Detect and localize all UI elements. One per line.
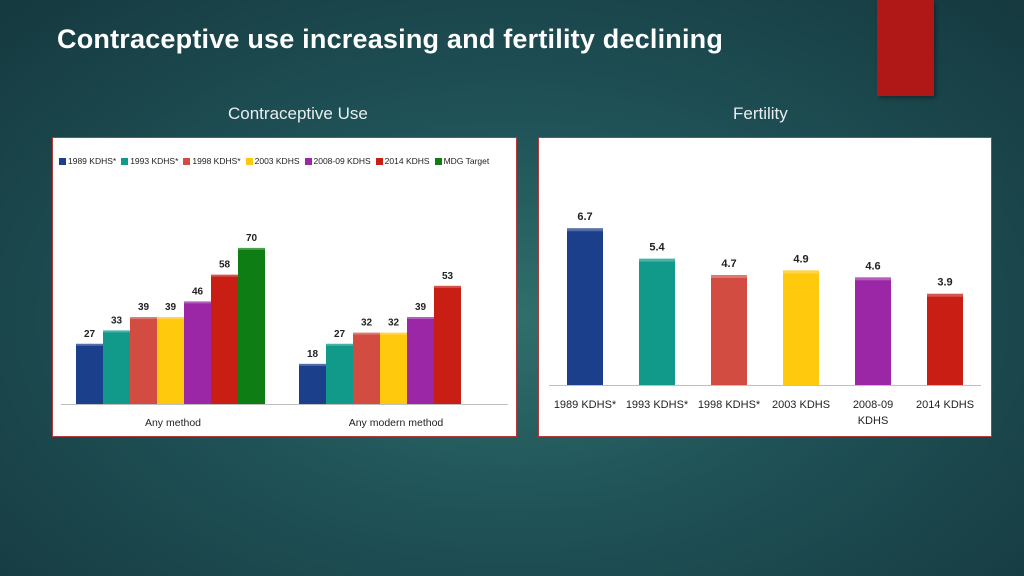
bar-1998-kdhs-any-method xyxy=(130,317,157,404)
bar-2003-kdhs-any-modern-method xyxy=(380,332,407,404)
category-label-any-modern-method: Any modern method xyxy=(349,417,444,429)
bar-2008-09-kdhs-any-method xyxy=(184,301,211,404)
data-label: 3.9 xyxy=(937,277,952,289)
bar-highlight xyxy=(184,301,211,304)
legend-swatch xyxy=(375,157,383,165)
bar-mdg-target-any-method xyxy=(238,247,265,404)
bar-highlight xyxy=(927,293,963,297)
legend-item-1989-kdhs: 1989 KDHS* xyxy=(59,156,116,166)
bar-2008-09-kdhs-any-modern-method xyxy=(407,317,434,404)
bar-2003-kdhs-any-method xyxy=(157,317,184,404)
data-label: 27 xyxy=(84,329,96,340)
contraceptive-use-chart-panel: 1989 KDHS* 1993 KDHS* 1998 KDHS* 2003 KDHS 2… xyxy=(52,137,517,437)
bar-2014-kdhs-any-modern-method xyxy=(434,285,461,404)
bar-highlight xyxy=(130,317,157,320)
legend-label: 1989 KDHS* xyxy=(68,156,117,166)
data-label: 46 xyxy=(192,286,204,297)
legend-label: 1998 KDHS* xyxy=(192,156,241,166)
bar-2008-09-kdhs xyxy=(855,277,891,385)
slide-title: Contraceptive use increasing and fertili… xyxy=(57,24,724,54)
data-label: 53 xyxy=(442,271,454,282)
category-label-2008-09-kdhs: 2008-09 xyxy=(853,399,893,411)
bar-2014-kdhs xyxy=(927,293,963,385)
bar-highlight xyxy=(407,317,434,320)
data-label: 58 xyxy=(219,260,231,271)
category-label-2008-09-kdhs: KDHS xyxy=(858,415,889,427)
legend-item-2014-kdhs: 2014 KDHS xyxy=(375,156,430,166)
data-label: 32 xyxy=(361,318,373,329)
bar-highlight xyxy=(567,228,603,232)
bar-highlight xyxy=(711,275,747,279)
bar-1989-kdhs xyxy=(567,228,603,385)
legend-swatch xyxy=(245,157,253,165)
data-label: 32 xyxy=(388,318,400,329)
bar-1993-kdhs-any-method xyxy=(103,330,130,404)
legend-swatch xyxy=(121,157,129,165)
legend-swatch xyxy=(59,157,66,165)
legend-item-2003-kdhs: 2003 KDHS xyxy=(245,156,300,166)
bar-2014-kdhs-any-method xyxy=(211,274,238,404)
data-label: 18 xyxy=(307,349,319,360)
data-label: 70 xyxy=(246,233,258,244)
category-label-1989-kdhs: 1989 KDHS* xyxy=(554,399,617,411)
bar-1993-kdhs-any-modern-method xyxy=(326,343,353,404)
category-label-2003-kdhs: 2003 KDHS xyxy=(772,399,830,411)
bar-1989-kdhs-any-method xyxy=(76,343,103,404)
fertility-chart: 6.7 1989 KDHS* 5.4 1993 KDHS* 4.7 1998 KDHS* 4… xyxy=(549,211,981,427)
legend-swatch xyxy=(183,157,191,165)
bar-highlight xyxy=(211,274,238,277)
bar-highlight xyxy=(783,270,819,274)
bar-1998-kdhs xyxy=(711,275,747,385)
legend-label: 2003 KDHS xyxy=(254,156,300,166)
accent-block xyxy=(877,0,934,96)
data-label: 6.7 xyxy=(577,211,592,223)
bar-highlight xyxy=(434,285,461,288)
data-label: 33 xyxy=(111,315,123,326)
data-label: 27 xyxy=(334,329,346,340)
data-label: 4.9 xyxy=(793,253,808,265)
category-label-1993-kdhs: 1993 KDHS* xyxy=(626,399,689,411)
bar-highlight xyxy=(299,363,326,366)
bar-highlight xyxy=(76,343,103,346)
fertility-heading: Fertility xyxy=(733,104,788,123)
bar-highlight xyxy=(326,343,353,346)
bar-highlight xyxy=(157,317,184,320)
contraceptive-use-chart: 27 33 39 39 46 58 70 Any method 18 27 32 32 39 53 Any … xyxy=(61,233,508,429)
data-label: 5.4 xyxy=(649,242,665,254)
chart-legend: 1989 KDHS* 1993 KDHS* 1998 KDHS* 2003 KDHS 2… xyxy=(59,156,489,166)
bar-highlight xyxy=(103,330,130,333)
data-label: 4.7 xyxy=(721,258,736,270)
fertility-chart-panel: 6.7 1989 KDHS* 5.4 1993 KDHS* 4.7 1998 KDHS* 4… xyxy=(538,137,992,437)
legend-label: 1993 KDHS* xyxy=(130,156,179,166)
bar-1998-kdhs-any-modern-method xyxy=(353,332,380,404)
legend-item-1998-kdhs: 1998 KDHS* xyxy=(183,156,241,166)
legend-label: 2008-09 KDHS xyxy=(313,156,371,166)
legend-item-mdg-target: MDG Target xyxy=(434,156,490,166)
legend-label: MDG Target xyxy=(443,156,490,166)
bar-1989-kdhs-any-modern-method xyxy=(299,363,326,404)
category-label-2014-kdhs: 2014 KDHS xyxy=(916,399,974,411)
data-label: 4.6 xyxy=(865,260,880,272)
bar-highlight xyxy=(353,332,380,335)
legend-swatch xyxy=(304,157,312,165)
legend-label: 2014 KDHS xyxy=(384,156,430,166)
legend-item-2008-09-kdhs: 2008-09 KDHS xyxy=(304,156,371,166)
bar-highlight xyxy=(238,247,265,250)
legend-swatch xyxy=(434,157,442,165)
bar-highlight xyxy=(855,277,891,281)
bar-highlight xyxy=(380,332,407,335)
category-label-1998-kdhs: 1998 KDHS* xyxy=(698,399,761,411)
bar-2003-kdhs xyxy=(783,270,819,385)
data-label: 39 xyxy=(165,302,177,313)
legend-item-1993-kdhs: 1993 KDHS* xyxy=(121,156,178,166)
category-label-any-method: Any method xyxy=(145,417,201,429)
bar-1993-kdhs xyxy=(639,258,675,385)
contraceptive-use-heading: Contraceptive Use xyxy=(228,104,368,123)
bar-highlight xyxy=(639,258,675,262)
data-label: 39 xyxy=(138,302,150,313)
data-label: 39 xyxy=(415,302,427,313)
